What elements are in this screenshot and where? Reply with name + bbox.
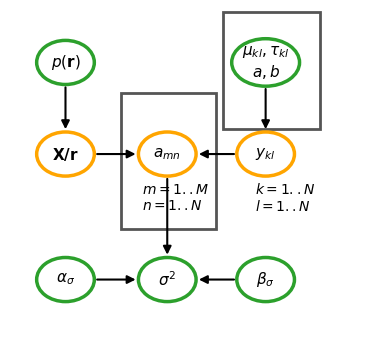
Text: $\alpha_\sigma$: $\alpha_\sigma$ [56, 272, 75, 287]
Text: $\sigma^2$: $\sigma^2$ [158, 270, 176, 289]
Ellipse shape [237, 258, 295, 302]
Text: $\beta_\sigma$: $\beta_\sigma$ [256, 270, 275, 289]
Ellipse shape [237, 132, 295, 176]
Text: $m=1..M$
$n=1..N$: $m=1..M$ $n=1..N$ [142, 183, 209, 213]
Ellipse shape [232, 39, 299, 86]
Text: $a_{mn}$: $a_{mn}$ [154, 146, 181, 162]
Text: $\mu_{kl}, \tau_{kl}$
$a, b$: $\mu_{kl}, \tau_{kl}$ $a, b$ [242, 44, 290, 81]
Ellipse shape [138, 258, 196, 302]
Text: $k=1..N$
$l=1..N$: $k=1..N$ $l=1..N$ [256, 182, 316, 214]
Ellipse shape [37, 40, 94, 84]
Text: $y_{kl}$: $y_{kl}$ [256, 146, 276, 162]
Text: $p(\mathbf{r})$: $p(\mathbf{r})$ [50, 53, 80, 72]
Ellipse shape [37, 258, 94, 302]
Ellipse shape [138, 132, 196, 176]
Ellipse shape [37, 132, 94, 176]
Text: $\mathbf{X/r}$: $\mathbf{X/r}$ [52, 146, 79, 162]
